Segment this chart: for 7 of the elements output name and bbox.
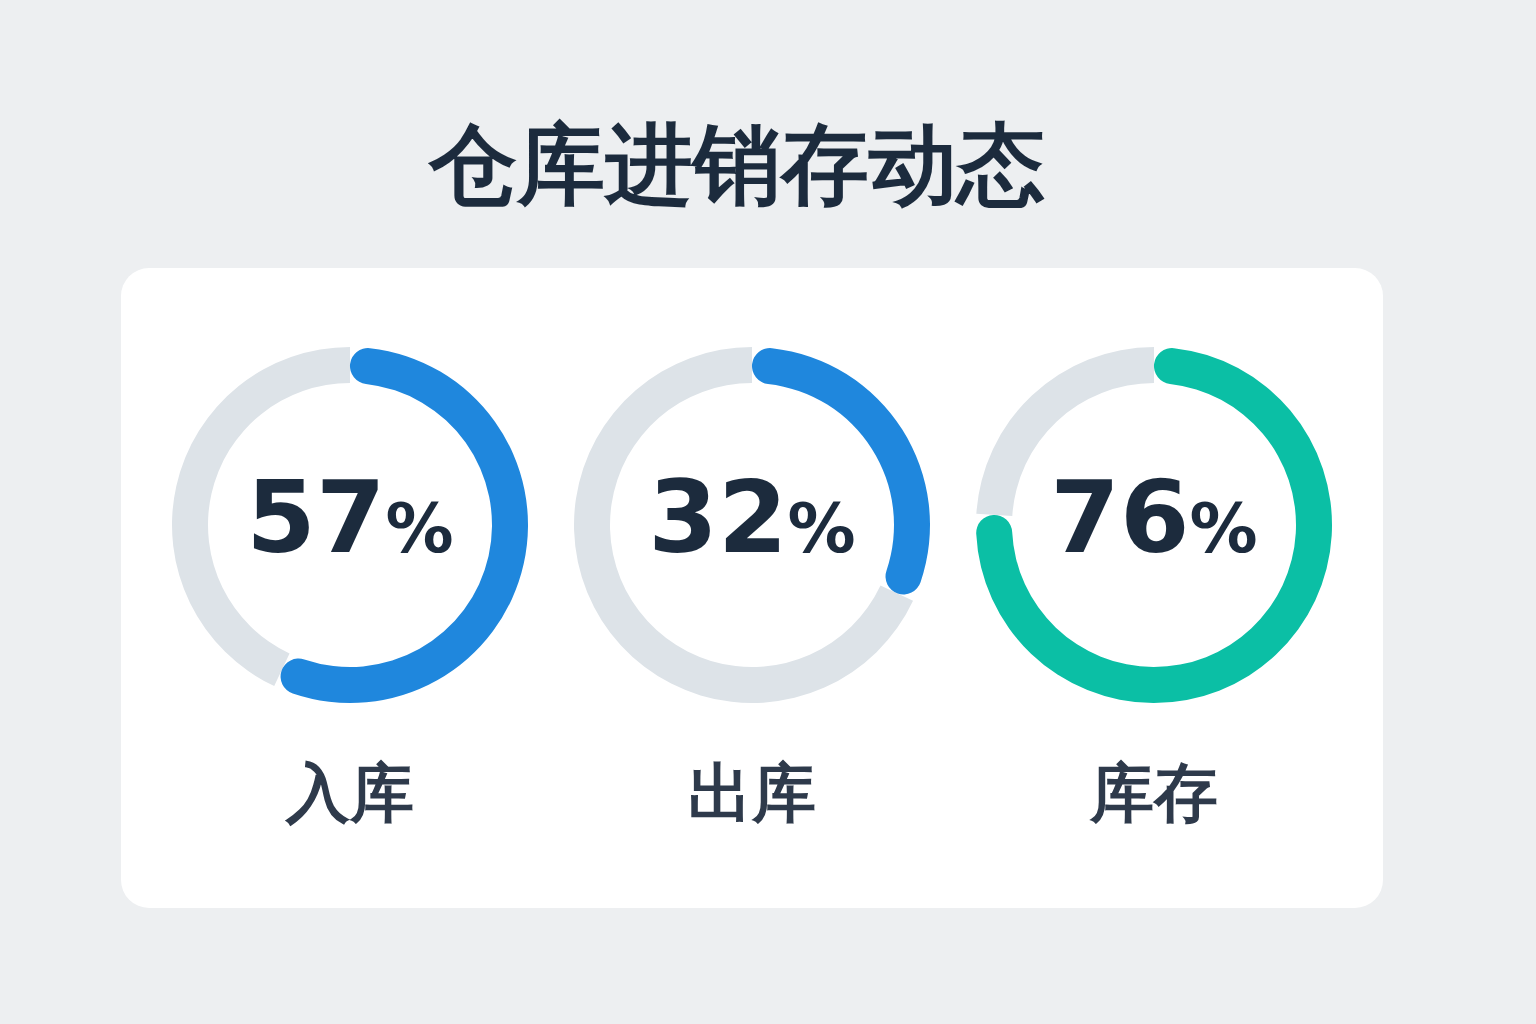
text: 库存 — [1089, 756, 1218, 830]
text: 仓库进销存动态 — [427, 113, 1045, 216]
data-label: 57% — [246, 459, 454, 576]
text: 入库 — [284, 756, 414, 830]
data-label: 76% — [1050, 459, 1258, 576]
text: 出库 — [688, 756, 816, 830]
data-label: 32% — [648, 459, 856, 576]
